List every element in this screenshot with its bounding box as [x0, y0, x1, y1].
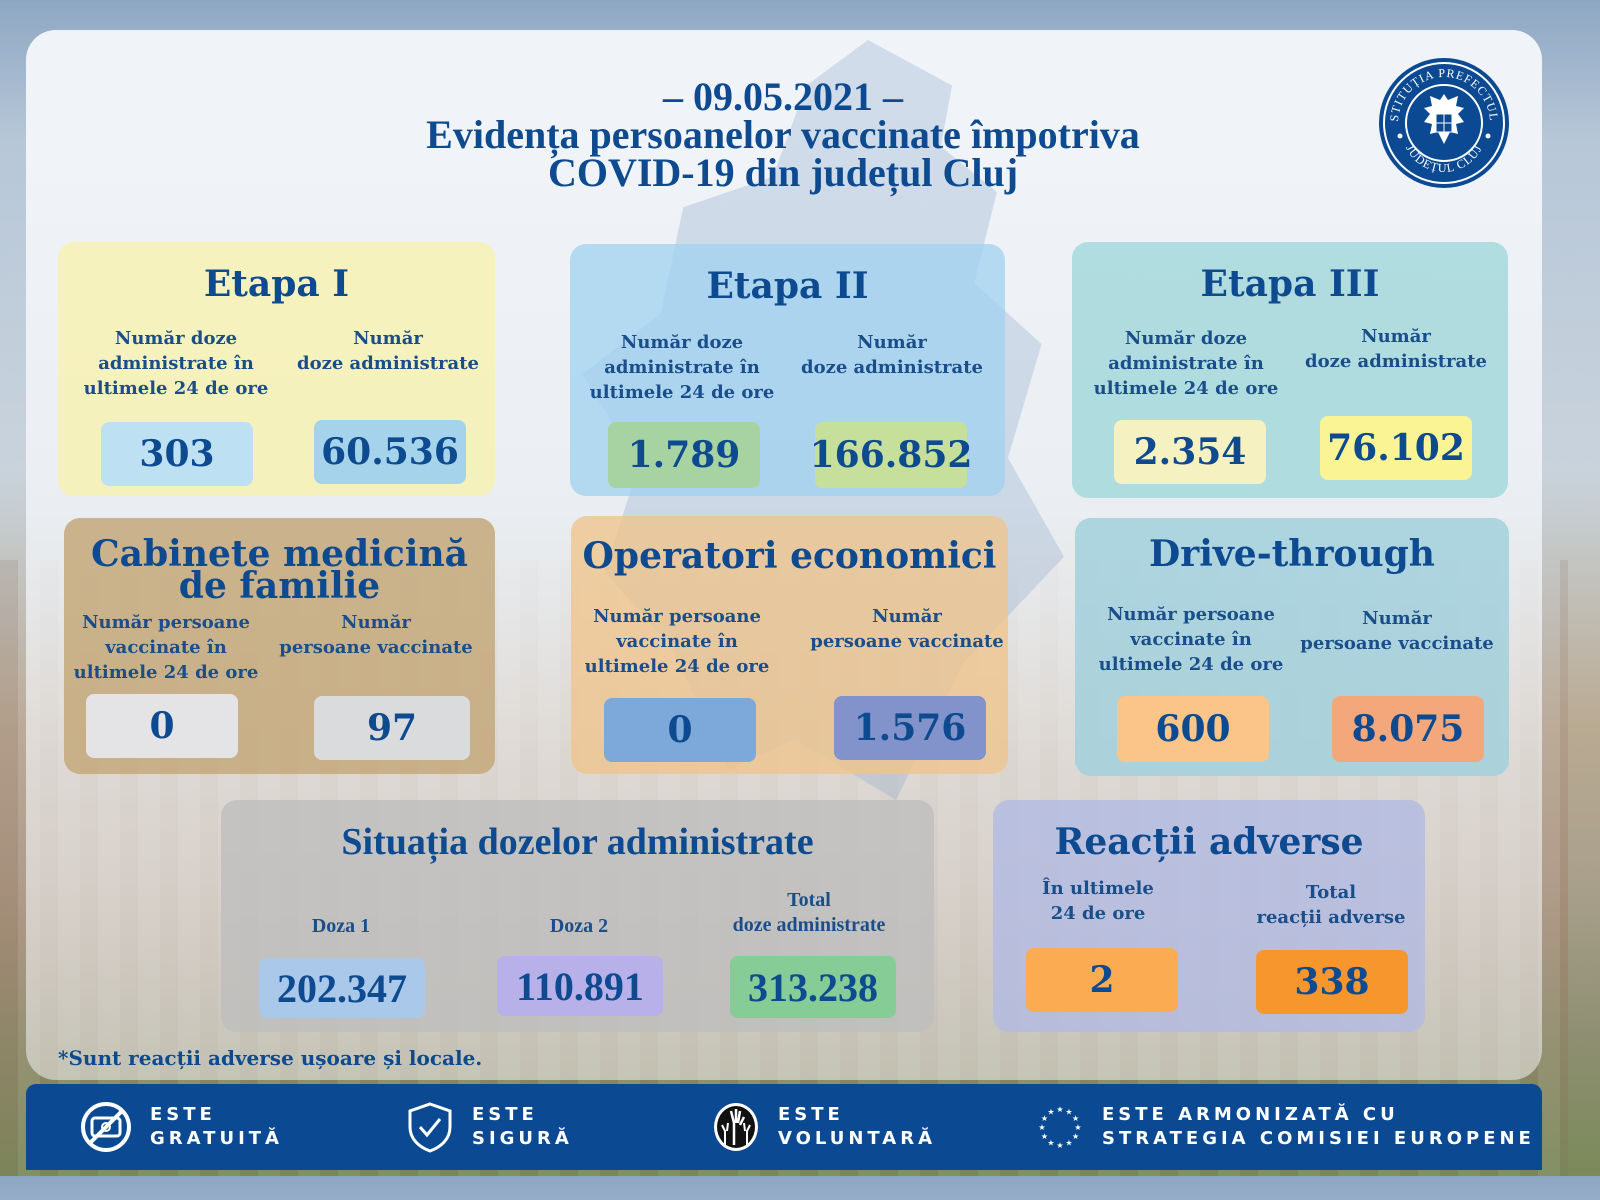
footer-item-strategia-ue: ★ ★ ★ ★ ★ ★ ★ ★ ★ ★ ★ ★ ESTE ARMONIZATĂ CU STRATEGI… — [1036, 1084, 1535, 1170]
card-etapa-2: Etapa II Număr doze administrate în ulti… — [570, 244, 1005, 496]
card-title: Etapa II — [706, 265, 869, 307]
eu-star: ★ — [1072, 1132, 1079, 1141]
page-header: – 09.05.2021 – Evidența persoanelor vacc… — [300, 74, 1266, 195]
prefecture-logo: INSTITUȚIA PREFECTULUI JUDEȚUL CLUJ — [1371, 45, 1512, 190]
value-total: 1.576 — [834, 696, 986, 760]
value-24h: 600 — [1117, 696, 1269, 762]
card-title: Situația dozelor administrate — [341, 821, 814, 863]
card-etapa-1: Etapa I Număr doze administrate în ultim… — [58, 242, 495, 496]
card-operatori-economici: Operatori economici Număr persoane vacci… — [571, 516, 1008, 774]
page-title-line1: Evidența persoanelor vaccinate împotriva — [426, 112, 1140, 157]
value-total: 97 — [314, 696, 470, 760]
card-title: Drive-through — [1149, 533, 1435, 575]
eu-star: ★ — [1065, 1107, 1072, 1116]
value-total-doze: 313.238 — [730, 956, 896, 1018]
value-total: 60.536 — [314, 420, 466, 484]
eu-stars-icon: ★★★★★★★★★ ★ ★★ — [1038, 1105, 1081, 1150]
raised-hands-icon — [714, 1103, 758, 1151]
value-total: 166.852 — [810, 422, 972, 488]
label-total: Număr persoane vaccinate — [279, 612, 473, 658]
value-total: 76.102 — [1320, 416, 1472, 480]
report-date: – 09.05.2021 – — [663, 74, 903, 119]
value-doza-2: 110.891 — [497, 956, 663, 1016]
footer-item-gratuita: ESTE GRATUITĂ — [80, 1084, 283, 1170]
card-cabinete-medicina-familie: Cabinete medicină de familie Număr perso… — [64, 518, 495, 774]
card-title-line2: de familie — [178, 565, 381, 607]
card-title: Etapa III — [1200, 263, 1380, 305]
value-24h: 2.354 — [1114, 420, 1266, 484]
card-title-line1: Cabinete medicină — [91, 533, 468, 575]
label-24h: Număr doze administrate în ultimele 24 d… — [1093, 328, 1279, 399]
eu-star: ★ — [1074, 1123, 1081, 1132]
card-drive-through: Drive-through Număr persoane vaccinate î… — [1075, 518, 1509, 776]
eu-star: ★ — [1056, 1105, 1063, 1114]
footer-text: ESTE ARMONIZATĂ CU STRATEGIA COMISIEI EU… — [1102, 1104, 1535, 1149]
value-total: 338 — [1256, 950, 1408, 1014]
label-total: Număr doze administrate — [801, 332, 983, 378]
value-total: 8.075 — [1332, 696, 1484, 762]
value-24h: 1.789 — [608, 422, 760, 488]
label-doza-1: Doza 1 — [311, 915, 371, 937]
label-total: Număr doze administrate — [1305, 326, 1487, 372]
footer-text: ESTE VOLUNTARĂ — [778, 1104, 937, 1149]
label-24h: Număr doze administrate în ultimele 24 d… — [83, 328, 269, 399]
label-total: Număr persoane vaccinate — [1300, 608, 1494, 654]
value-24h: 0 — [86, 694, 238, 758]
eu-star: ★ — [1041, 1114, 1048, 1123]
footer-banner: ESTE GRATUITĂ ESTE SIGURĂ ESTE VOLUNTARĂ… — [26, 1084, 1542, 1170]
label-24h: În ultimele 24 de ore — [1042, 878, 1154, 924]
page-title-line2: COVID-19 din județul Cluj — [547, 150, 1019, 195]
label-24h: Număr persoane vaccinate în ultimele 24 … — [73, 612, 259, 683]
value-doza-1: 202.347 — [259, 958, 425, 1018]
eu-star: ★ — [1041, 1132, 1048, 1141]
eu-star: ★ — [1047, 1107, 1054, 1116]
eu-star: ★ — [1065, 1139, 1072, 1148]
no-money-icon — [81, 1102, 131, 1152]
footer-item-voluntara: ESTE VOLUNTARĂ — [712, 1084, 936, 1170]
eu-star: ★ — [1038, 1123, 1045, 1132]
label-total: Număr persoane vaccinate — [810, 606, 1004, 652]
eu-star: ★ — [1056, 1141, 1063, 1150]
card-title: Operatori economici — [582, 535, 997, 577]
card-situatia-dozelor: Situația dozelor administrate Doza 1 Doz… — [221, 800, 934, 1032]
value-24h: 2 — [1026, 948, 1178, 1012]
eu-star: ★ — [1072, 1114, 1079, 1123]
footer-text: ESTE SIGURĂ — [472, 1104, 573, 1149]
label-total-doze: Total doze administrate — [732, 889, 886, 936]
value-24h: 0 — [604, 698, 756, 762]
label-24h: Număr persoane vaccinate în ultimele 24 … — [584, 606, 770, 677]
prefecture-seal-icon: INSTITUȚIA PREFECTULUI JUDEȚUL CLUJ — [1371, 45, 1509, 188]
label-total: Număr doze administrate — [297, 328, 479, 374]
label-doza-2: Doza 2 — [549, 915, 609, 937]
label-24h: Număr doze administrate în ultimele 24 d… — [589, 332, 775, 403]
label-total: Total reacții adverse — [1256, 882, 1406, 928]
footer-text: ESTE GRATUITĂ — [150, 1104, 283, 1149]
footnote: *Sunt reacții adverse ușoare și locale. — [58, 1046, 483, 1070]
shield-check-icon — [408, 1102, 452, 1153]
card-etapa-3: Etapa III Număr doze administrate în ult… — [1072, 242, 1508, 498]
eu-star: ★ — [1047, 1139, 1054, 1148]
card-reactii-adverse: Reacții adverse În ultimele 24 de ore To… — [993, 800, 1425, 1032]
footer-item-sigura: ESTE SIGURĂ — [406, 1084, 573, 1170]
label-24h: Număr persoane vaccinate în ultimele 24 … — [1098, 604, 1284, 675]
card-title: Etapa I — [203, 263, 350, 305]
card-title: Reacții adverse — [1054, 821, 1364, 863]
value-24h: 303 — [101, 422, 253, 486]
